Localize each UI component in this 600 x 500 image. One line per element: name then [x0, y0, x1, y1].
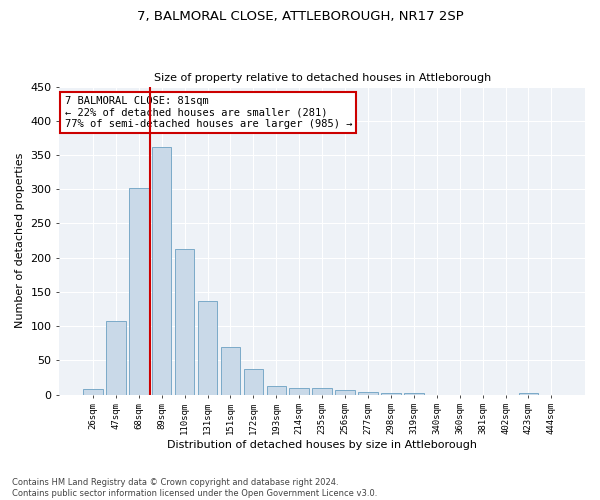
- Bar: [106, 320, 125, 394]
- Bar: [519, 392, 538, 394]
- Bar: [335, 390, 355, 394]
- Bar: [152, 147, 172, 394]
- Y-axis label: Number of detached properties: Number of detached properties: [15, 153, 25, 328]
- Text: 7, BALMORAL CLOSE, ATTLEBOROUGH, NR17 2SP: 7, BALMORAL CLOSE, ATTLEBOROUGH, NR17 2S…: [137, 10, 463, 23]
- Bar: [221, 348, 240, 395]
- X-axis label: Distribution of detached houses by size in Attleborough: Distribution of detached houses by size …: [167, 440, 477, 450]
- Bar: [244, 368, 263, 394]
- Bar: [175, 250, 194, 394]
- Bar: [266, 386, 286, 394]
- Bar: [404, 393, 424, 394]
- Bar: [198, 302, 217, 394]
- Bar: [381, 393, 401, 394]
- Text: Contains HM Land Registry data © Crown copyright and database right 2024.
Contai: Contains HM Land Registry data © Crown c…: [12, 478, 377, 498]
- Bar: [289, 388, 309, 394]
- Bar: [83, 389, 103, 394]
- Text: 7 BALMORAL CLOSE: 81sqm
← 22% of detached houses are smaller (281)
77% of semi-d: 7 BALMORAL CLOSE: 81sqm ← 22% of detache…: [65, 96, 352, 129]
- Title: Size of property relative to detached houses in Attleborough: Size of property relative to detached ho…: [154, 73, 491, 83]
- Bar: [129, 188, 149, 394]
- Bar: [313, 388, 332, 394]
- Bar: [358, 392, 378, 394]
